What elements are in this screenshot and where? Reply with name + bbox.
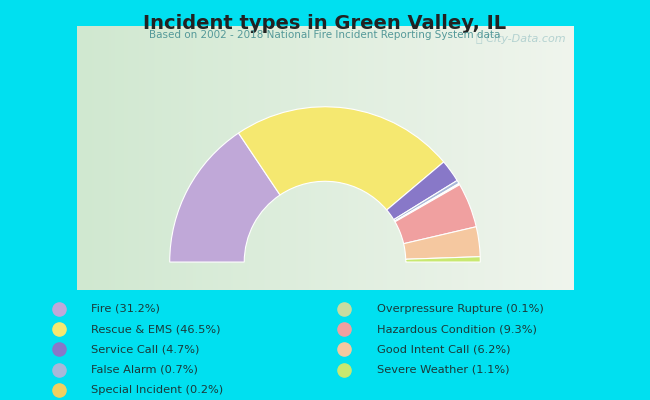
Text: Service Call (4.7%): Service Call (4.7%) (91, 344, 200, 354)
Text: Incident types in Green Valley, IL: Incident types in Green Valley, IL (144, 14, 506, 33)
Wedge shape (395, 184, 460, 222)
Wedge shape (387, 162, 457, 220)
Text: Overpressure Rupture (0.1%): Overpressure Rupture (0.1%) (377, 304, 544, 314)
Wedge shape (239, 107, 444, 210)
Text: ⓘ City-Data.com: ⓘ City-Data.com (476, 34, 566, 44)
Wedge shape (395, 184, 460, 222)
Text: Severe Weather (1.1%): Severe Weather (1.1%) (377, 365, 510, 375)
Wedge shape (406, 257, 480, 262)
Text: Based on 2002 - 2018 National Fire Incident Reporting System data: Based on 2002 - 2018 National Fire Incid… (150, 30, 500, 40)
Wedge shape (404, 227, 480, 259)
Wedge shape (394, 180, 459, 221)
Text: False Alarm (0.7%): False Alarm (0.7%) (91, 365, 198, 375)
Text: Special Incident (0.2%): Special Incident (0.2%) (91, 385, 223, 395)
Text: Rescue & EMS (46.5%): Rescue & EMS (46.5%) (91, 324, 220, 334)
Text: Good Intent Call (6.2%): Good Intent Call (6.2%) (377, 344, 510, 354)
Wedge shape (170, 133, 280, 262)
Text: Fire (31.2%): Fire (31.2%) (91, 304, 160, 314)
Text: Hazardous Condition (9.3%): Hazardous Condition (9.3%) (377, 324, 537, 334)
Wedge shape (395, 185, 476, 244)
